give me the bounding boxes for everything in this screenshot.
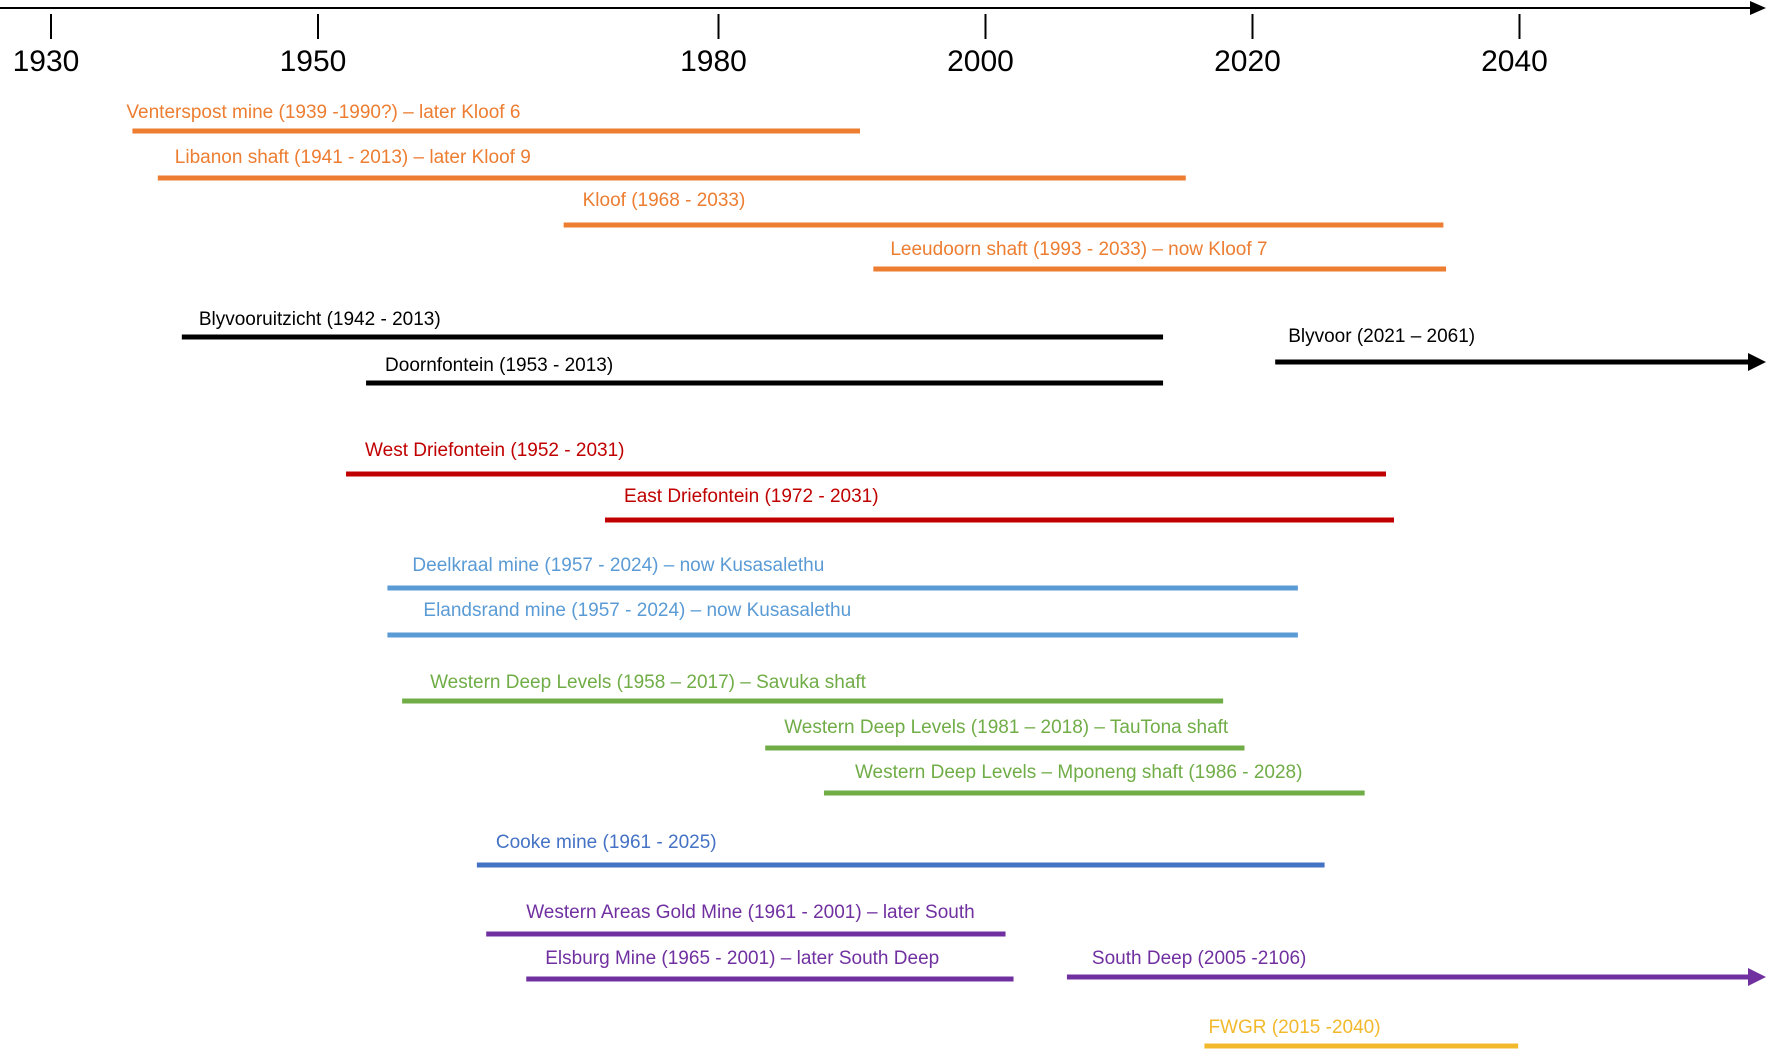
bar-arrowhead-6 xyxy=(1748,353,1766,371)
bar-label-11: Western Deep Levels (1958 – 2017) – Savu… xyxy=(430,672,867,693)
bar-label-9: Deelkraal mine (1957 - 2024) – now Kusas… xyxy=(412,555,824,576)
timeline-bar-9: Deelkraal mine (1957 - 2024) – now Kusas… xyxy=(387,555,1298,591)
axis-arrowhead xyxy=(1750,1,1766,15)
bar-label-6: Blyvoor (2021 – 2061) xyxy=(1288,326,1475,347)
timeline-bar-2: Kloof (1968 - 2033) xyxy=(563,190,1444,228)
bar-label-13: Western Deep Levels – Mponeng shaft (198… xyxy=(855,762,1302,783)
axis-tick-label-1930: 1930 xyxy=(13,45,80,78)
bar-label-1: Libanon shaft (1941 - 2013) – later Kloo… xyxy=(175,147,531,168)
timeline-bar-3: Leeudoorn shaft (1993 - 2033) – now Kloo… xyxy=(873,239,1447,272)
bar-label-16: Elsburg Mine (1965 - 2001) – later South… xyxy=(545,948,939,969)
bar-arrowhead-17 xyxy=(1748,968,1766,986)
bar-label-10: Elandsrand mine (1957 - 2024) – now Kusa… xyxy=(423,600,851,621)
timeline-bar-4: Blyvooruitzicht (1942 - 2013) xyxy=(181,309,1164,340)
timeline-bar-14: Cooke mine (1961 - 2025) xyxy=(476,832,1325,868)
timeline-bar-18: FWGR (2015 -2040) xyxy=(1204,1017,1519,1049)
bar-label-8: East Driefontein (1972 - 2031) xyxy=(624,486,879,507)
timeline-bar-11: Western Deep Levels (1958 – 2017) – Savu… xyxy=(402,672,1224,704)
bar-label-2: Kloof (1968 - 2033) xyxy=(583,190,746,211)
bar-label-3: Leeudoorn shaft (1993 - 2033) – now Kloo… xyxy=(890,239,1267,260)
bar-label-18: FWGR (2015 -2040) xyxy=(1208,1017,1380,1038)
axis-tick-label-2040: 2040 xyxy=(1481,45,1548,78)
axis-tick-label-1980: 1980 xyxy=(680,45,747,78)
mine-bars: Venterspost mine (1939 -1990?) – later K… xyxy=(126,102,1766,1049)
timeline-bar-8: East Driefontein (1972 - 2031) xyxy=(605,486,1395,523)
timeline-bar-13: Western Deep Levels – Mponeng shaft (198… xyxy=(823,762,1365,796)
time-axis: 1930 1950 1980 2000 2020 2040 xyxy=(0,1,1766,78)
timeline-bar-17: South Deep (2005 -2106) xyxy=(1066,948,1766,986)
timeline-bar-0: Venterspost mine (1939 -1990?) – later K… xyxy=(126,102,861,134)
timeline-bar-16: Elsburg Mine (1965 - 2001) – later South… xyxy=(526,948,1014,982)
timeline-bar-7: West Driefontein (1952 - 2031) xyxy=(346,440,1386,477)
bar-label-7: West Driefontein (1952 - 2031) xyxy=(365,440,624,461)
bar-label-0: Venterspost mine (1939 -1990?) – later K… xyxy=(126,102,520,123)
bar-label-17: South Deep (2005 -2106) xyxy=(1092,948,1306,969)
timeline-bar-1: Libanon shaft (1941 - 2013) – later Kloo… xyxy=(157,147,1186,181)
timeline-bar-15: Western Areas Gold Mine (1961 - 2001) – … xyxy=(486,902,1006,937)
axis-tick-label-2000: 2000 xyxy=(947,45,1014,78)
bar-label-15: Western Areas Gold Mine (1961 - 2001) – … xyxy=(526,902,975,923)
bar-label-5: Doornfontein (1953 - 2013) xyxy=(385,355,613,376)
timeline-bar-12: Western Deep Levels (1981 – 2018) – TauT… xyxy=(765,717,1245,751)
bar-label-12: Western Deep Levels (1981 – 2018) – TauT… xyxy=(784,717,1229,738)
timeline-bar-5: Doornfontein (1953 - 2013) xyxy=(366,355,1164,386)
axis-tick-label-1950: 1950 xyxy=(280,45,347,78)
bar-label-4: Blyvooruitzicht (1942 - 2013) xyxy=(199,309,441,330)
timeline-bar-6: Blyvoor (2021 – 2061) xyxy=(1275,326,1766,371)
axis-tick-label-2020: 2020 xyxy=(1214,45,1281,78)
timeline-bar-10: Elandsrand mine (1957 - 2024) – now Kusa… xyxy=(387,600,1298,638)
bar-label-14: Cooke mine (1961 - 2025) xyxy=(496,832,717,853)
